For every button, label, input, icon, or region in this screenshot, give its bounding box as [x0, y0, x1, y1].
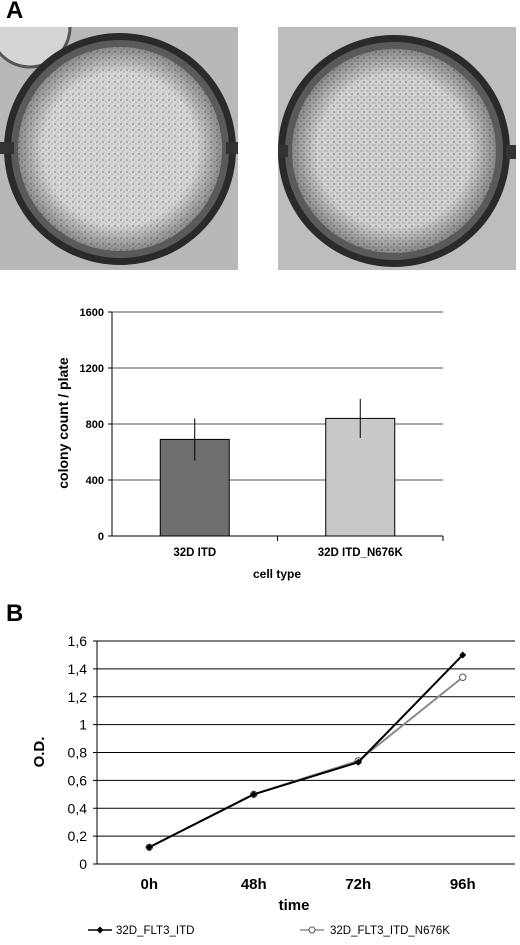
series-line-32D_FLT3_ITD	[148, 654, 464, 849]
plate-photo-32d-itd-n676k	[278, 27, 516, 270]
legend-marker	[96, 926, 104, 934]
data-point	[145, 843, 153, 851]
line-chart-gridlines	[96, 640, 515, 865]
data-point	[459, 651, 467, 659]
line-chart-legend: 32D_FLT3_ITD 32D_FLT3_ITD_N676K	[88, 925, 450, 937]
data-point	[459, 673, 467, 681]
bar-chart-x-ticks: 32D ITD 32D ITD_N676K	[173, 536, 444, 559]
line-chart-y-tick-label: 0,2	[68, 828, 88, 844]
bar-chart-x-axis-label: cell type	[253, 567, 301, 581]
bar-chart-y-tick-label: 0	[98, 531, 104, 543]
line-chart-x-tick-label: 48h	[241, 876, 267, 893]
line-chart-y-axis-label: O.D.	[31, 737, 48, 768]
line-chart-y-tick-label: 1,6	[68, 633, 88, 649]
line-chart-y-tick-label: 0	[79, 856, 87, 872]
colony-count-bar-chart: 0 400 800 1200 1600 32D ITD 32D ITD_N676K col…	[55, 307, 444, 581]
line-chart-x-tick-label: 96h	[450, 876, 476, 893]
line-chart-y-ticks: 0 0,2 0,4 0,6 0,8 1 1,2 1,4 1,6	[68, 633, 97, 872]
plate-photo-32d-itd	[0, 27, 238, 270]
line-chart-y-tick-label: 0,8	[68, 745, 88, 761]
legend-marker	[308, 926, 316, 934]
bar-chart-y-axis-label: colony count / plate	[55, 357, 71, 489]
bar-chart-y-tick-label: 1200	[80, 363, 104, 375]
bar-chart-y-tick-label: 800	[86, 419, 104, 431]
panel-label-b: B	[6, 600, 24, 627]
bar-chart-y-tick-label: 400	[86, 475, 104, 487]
line-chart-x-tick-label: 72h	[345, 876, 371, 893]
od-growth-line-chart: 0 0,2 0,4 0,6 0,8 1 1,2 1,4 1,6 0h 48h 72h 96h O.D.…	[31, 633, 515, 937]
bar-chart-bars	[159, 398, 396, 537]
line-chart-x-axis-label: time	[279, 897, 310, 914]
line-chart-y-tick-label: 0,6	[68, 772, 88, 788]
line-chart-y-tick-label: 1	[79, 717, 87, 733]
line-chart-series	[145, 651, 467, 851]
bar-chart-y-tick-label: 1600	[80, 307, 104, 319]
line-chart-y-tick-label: 1,4	[68, 661, 88, 677]
legend-label-32d-flt3-itd: 32D_FLT3_ITD	[116, 925, 194, 937]
bar-chart-y-ticks: 0 400 800 1200 1600	[80, 307, 112, 543]
panel-label-a: A	[6, 0, 24, 24]
data-point	[250, 790, 258, 798]
line-chart-y-tick-label: 0,4	[68, 800, 88, 816]
line-chart-y-tick-label: 1,2	[68, 689, 88, 705]
line-chart-x-tick-label: 0h	[140, 876, 158, 893]
line-chart-x-ticks: 0h 48h 72h 96h	[140, 876, 475, 893]
legend-label-32d-flt3-itd-n676k: 32D_FLT3_ITD_N676K	[330, 925, 450, 937]
bar-chart-x-tick-label: 32D ITD	[173, 547, 216, 559]
data-point	[354, 758, 362, 766]
bar-chart-x-tick-label: 32D ITD_N676K	[318, 547, 404, 559]
